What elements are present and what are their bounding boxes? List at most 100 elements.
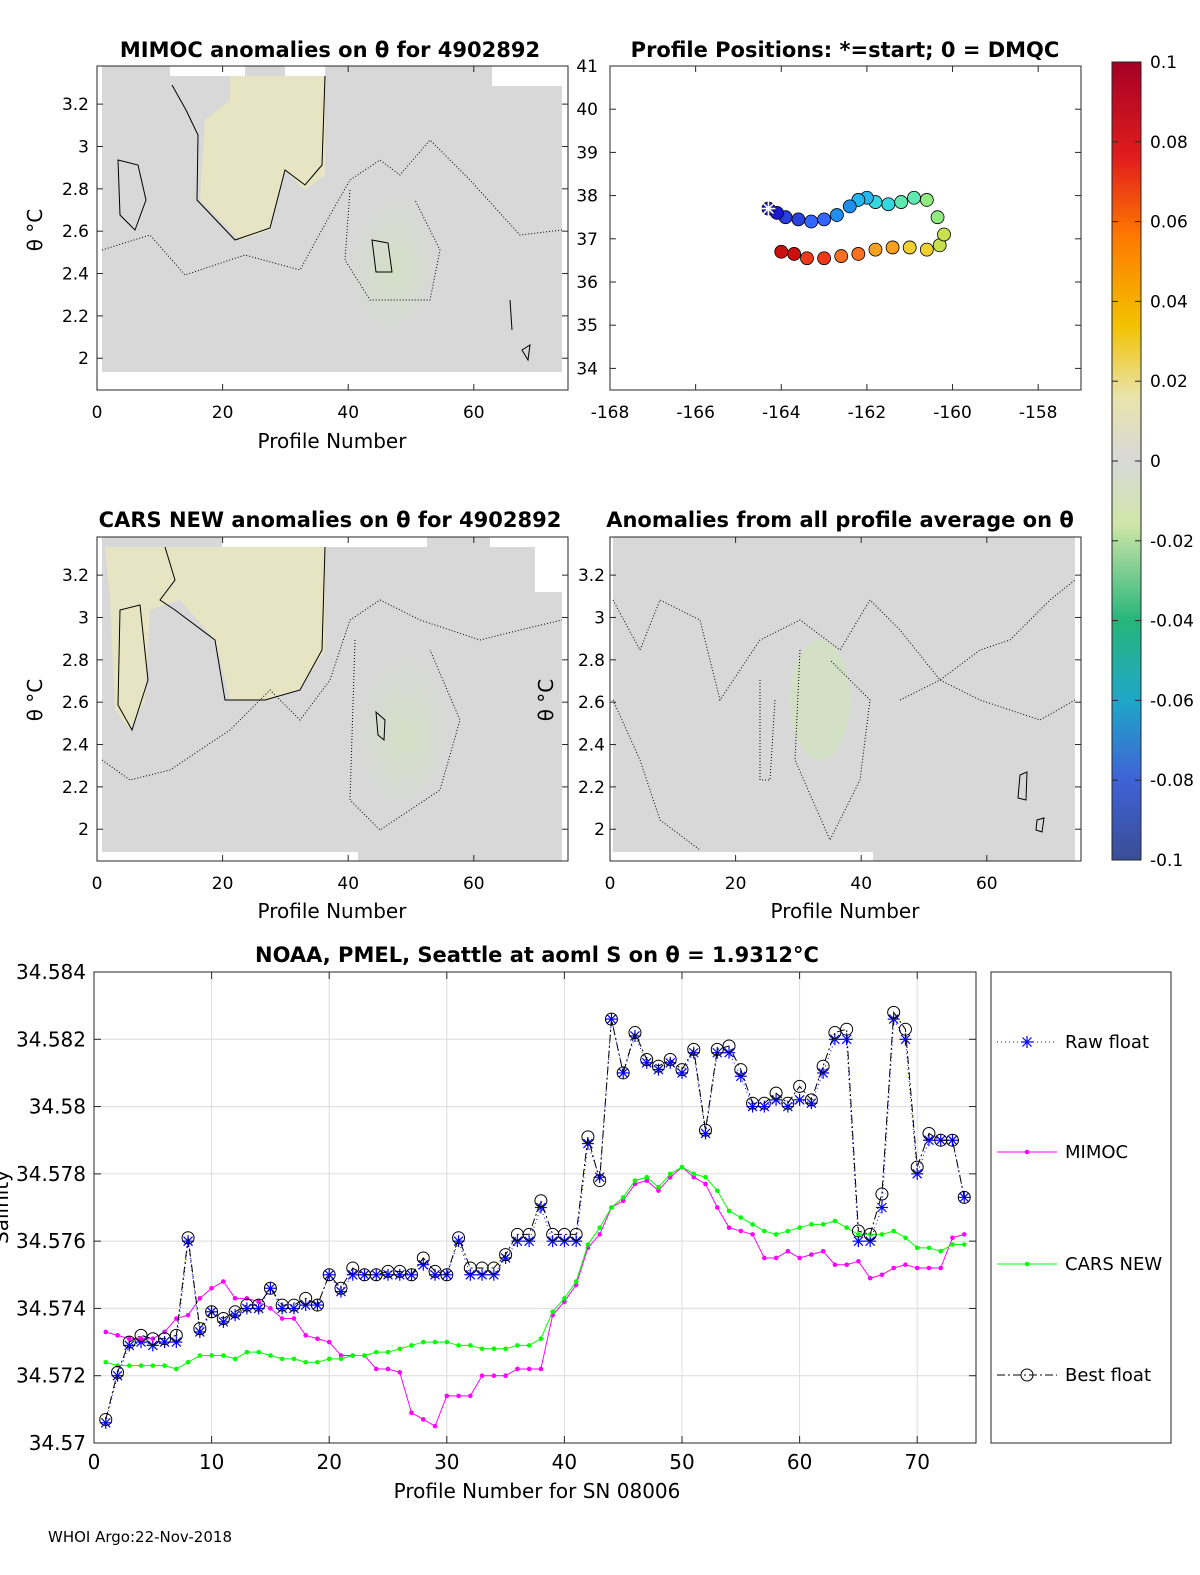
data-point bbox=[479, 1346, 485, 1352]
data-point bbox=[382, 1268, 394, 1281]
x-tick-label: 20 bbox=[316, 1450, 341, 1474]
data-point bbox=[115, 1333, 120, 1338]
legend-label: Raw float bbox=[1065, 1032, 1149, 1053]
y-tick-label: 39 bbox=[576, 143, 598, 163]
mimoc-yticks: 2 2.2 2.4 2.6 2.8 3 3.2 bbox=[62, 95, 568, 369]
data-point bbox=[409, 1410, 414, 1416]
data-point bbox=[628, 1029, 641, 1042]
star-stroke bbox=[724, 1047, 734, 1058]
data-point bbox=[397, 1370, 403, 1375]
data-point bbox=[604, 1012, 618, 1026]
y-tick-label: 2.6 bbox=[62, 693, 89, 713]
star-stroke bbox=[500, 1253, 511, 1263]
y-tick-label: 3.2 bbox=[578, 566, 605, 586]
data-point bbox=[240, 1302, 253, 1315]
allavg-negative-anomaly bbox=[790, 640, 850, 760]
data-point bbox=[150, 1363, 156, 1368]
y-tick-label: 2.8 bbox=[578, 651, 605, 671]
y-tick-label: 34.574 bbox=[16, 1296, 86, 1320]
cars-yticks: 2 2.2 2.4 2.6 2.8 3 3.2 bbox=[62, 566, 568, 840]
data-point bbox=[409, 1343, 414, 1348]
profile-position-marker bbox=[930, 210, 945, 225]
data-point bbox=[620, 1198, 626, 1204]
positions-panel: Profile Positions: *=start; 0 = DMQC 343… bbox=[576, 38, 1082, 423]
y-tick-label: 2.4 bbox=[62, 736, 89, 756]
data-point bbox=[676, 1066, 688, 1079]
star-stroke bbox=[759, 1101, 770, 1112]
data-point bbox=[809, 1222, 814, 1227]
salinity-ylabel: Salinity bbox=[0, 1170, 13, 1244]
data-point bbox=[158, 1336, 171, 1349]
colorbar-tick-label: -0.06 bbox=[1150, 691, 1194, 711]
y-tick-label: 2.6 bbox=[62, 222, 89, 242]
star-stroke bbox=[265, 1283, 276, 1294]
cars-dotted-contour bbox=[349, 639, 461, 831]
data-point bbox=[209, 1285, 214, 1291]
x-tick-label: 70 bbox=[904, 1450, 929, 1474]
profile-position-marker bbox=[834, 249, 849, 263]
allavg-gap bbox=[613, 852, 873, 861]
data-point bbox=[616, 1066, 630, 1080]
profile-position-marker bbox=[919, 193, 934, 207]
data-point bbox=[338, 1353, 344, 1358]
data-point bbox=[617, 1066, 630, 1079]
data-point bbox=[373, 1366, 379, 1372]
data-point bbox=[651, 1059, 665, 1073]
data-point bbox=[781, 1100, 794, 1113]
x-tick-label: 0 bbox=[92, 403, 103, 423]
data-point bbox=[103, 1359, 109, 1365]
data-point bbox=[326, 1339, 332, 1345]
data-point bbox=[938, 1265, 944, 1271]
data-point bbox=[244, 1349, 250, 1355]
y-tick-label: 40 bbox=[576, 100, 598, 120]
data-point bbox=[679, 1164, 685, 1170]
colorbar-tick-label: 0.04 bbox=[1150, 292, 1188, 312]
legend-marker bbox=[1024, 1261, 1030, 1267]
y-tick-label: 2.4 bbox=[578, 736, 605, 756]
star-stroke bbox=[288, 1303, 299, 1314]
mimoc-heatmap bbox=[102, 66, 562, 372]
data-point bbox=[726, 1225, 732, 1230]
data-point bbox=[205, 1305, 219, 1319]
data-point bbox=[303, 1333, 308, 1338]
data-point bbox=[123, 1339, 136, 1352]
data-point bbox=[362, 1353, 367, 1358]
data-point bbox=[185, 1312, 191, 1318]
star-stroke bbox=[762, 202, 774, 215]
data-point bbox=[499, 1248, 513, 1262]
data-point bbox=[793, 1079, 807, 1093]
star-stroke bbox=[124, 1340, 135, 1351]
data-point bbox=[581, 1130, 595, 1144]
data-point bbox=[757, 1096, 771, 1110]
data-point bbox=[820, 1248, 826, 1254]
mimoc-dotted-contour bbox=[344, 189, 441, 301]
star-stroke bbox=[853, 1236, 864, 1247]
data-point bbox=[879, 1232, 885, 1237]
profile-position-marker bbox=[919, 242, 934, 257]
y-tick-label: 34.578 bbox=[16, 1162, 86, 1186]
data-point bbox=[722, 1039, 736, 1053]
data-point bbox=[691, 1171, 697, 1177]
x-tick-label: 20 bbox=[212, 874, 234, 894]
profile-position-marker bbox=[894, 195, 909, 209]
star-stroke bbox=[347, 1269, 358, 1280]
salinity-title: NOAA, PMEL, Seattle at aoml S on θ = 1.9… bbox=[255, 943, 819, 967]
y-tick-label: 34.576 bbox=[16, 1229, 86, 1253]
data-point bbox=[852, 1235, 865, 1248]
star-stroke bbox=[900, 1034, 911, 1045]
data-point bbox=[158, 1332, 172, 1346]
data-point bbox=[526, 1366, 532, 1372]
star-stroke bbox=[324, 1269, 335, 1280]
cars-dotted-contour bbox=[101, 599, 563, 781]
y-tick-label: 34.582 bbox=[16, 1027, 86, 1051]
y-tick-label: 38 bbox=[576, 187, 598, 207]
y-tick-label: 34.584 bbox=[16, 960, 86, 984]
data-point bbox=[640, 1052, 654, 1066]
data-point bbox=[597, 1232, 602, 1237]
data-point bbox=[758, 1100, 771, 1113]
x-tick-label: 40 bbox=[337, 874, 359, 894]
data-point bbox=[961, 1242, 967, 1247]
mimoc-contour bbox=[371, 239, 393, 273]
data-point bbox=[150, 1336, 156, 1342]
y-tick-label: 2.6 bbox=[578, 693, 605, 713]
